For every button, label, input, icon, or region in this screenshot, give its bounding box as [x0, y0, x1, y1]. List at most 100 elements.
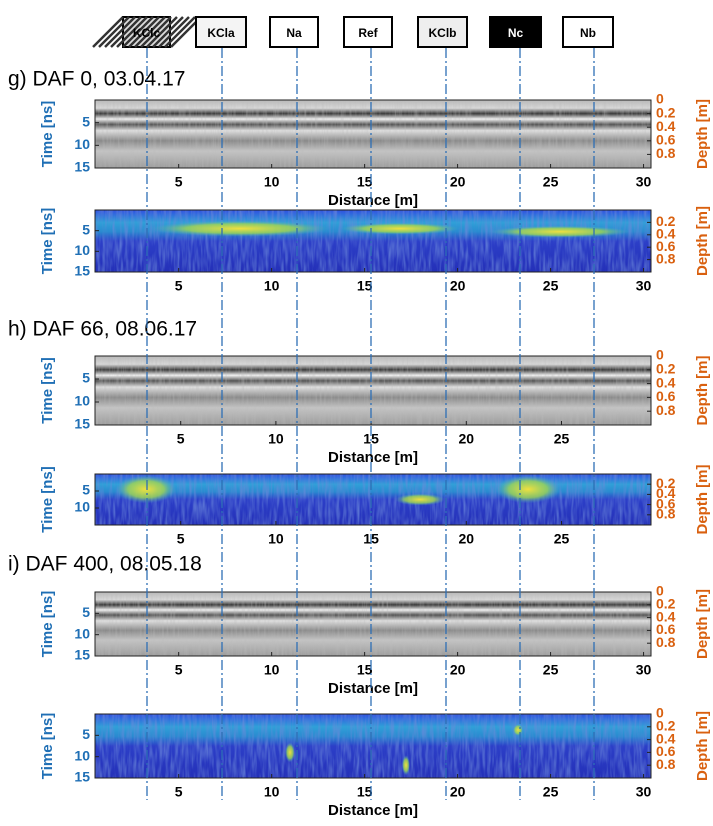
y-axis-label: Time [ns] [39, 591, 56, 657]
x-tick-label: 20 [450, 174, 466, 190]
y2-tick-label: 0 [656, 91, 664, 107]
hatch [93, 17, 123, 47]
intensity [150, 220, 330, 237]
x-tick-label: 30 [636, 278, 652, 294]
plot-frame [94, 473, 652, 526]
legend-label: Na [286, 26, 302, 40]
x-tick-label: 5 [175, 278, 183, 294]
y-tick-label: 15 [74, 769, 90, 785]
x-tick-label: 30 [636, 174, 652, 190]
y2-tick-label: 0.6 [656, 621, 676, 637]
x-tick-label: 20 [459, 531, 475, 547]
legend-box [343, 16, 393, 48]
x-tick-label: 5 [175, 662, 183, 678]
y2-axis-label: Depth [m] [694, 99, 711, 169]
intensity [496, 475, 560, 504]
y2-axis-label: Depth [m] [694, 465, 711, 535]
y2-tick-label: 0.8 [656, 634, 676, 650]
hatch [105, 17, 135, 47]
x-tick-label: 25 [554, 531, 570, 547]
x-tick-label: 10 [264, 278, 280, 294]
x-tick-label: 20 [450, 662, 466, 678]
y2-tick-label: 0.8 [656, 506, 676, 522]
y-tick-label: 5 [82, 221, 90, 237]
x-tick-label: 5 [177, 431, 185, 447]
hatch [129, 17, 159, 47]
legend-label: Nb [580, 26, 596, 40]
x-tick-label: 25 [543, 784, 559, 800]
y2-tick-label: 0.4 [656, 118, 676, 134]
legend-label: KCla [207, 26, 235, 40]
y-axis-label: Time [ns] [39, 101, 56, 167]
y-tick-label: 10 [74, 499, 90, 515]
panel-label: h) DAF 66, 08.06.17 [8, 318, 197, 341]
legend: KClc KCla Na Ref KClb Nc Nb [93, 16, 614, 48]
x-tick-label: 20 [459, 431, 475, 447]
hatch [159, 17, 189, 47]
y2-tick-label: 0 [656, 583, 664, 599]
radargram-noise [95, 474, 651, 525]
plot-frame [94, 209, 652, 273]
radargram: 5 10 15 20 25 30 5 10 15 00.20.40.60.8 Time [ns] De… [39, 583, 711, 697]
radargram: 5 10 15 20 25 5 10 15 00.20.40.60.8 Time [ns] Dept… [39, 347, 711, 466]
hatch [111, 17, 141, 47]
y2-tick-label: 0.6 [656, 743, 676, 759]
x-tick-label: 25 [543, 174, 559, 190]
hatch [141, 17, 171, 47]
y-tick-label: 15 [74, 263, 90, 279]
x-tick-label: 10 [268, 431, 284, 447]
x-tick-label: 10 [264, 174, 280, 190]
legend-box [562, 16, 614, 48]
legend-box [269, 16, 319, 48]
y2-tick-label: 0.2 [656, 596, 676, 612]
plot-frame [94, 713, 652, 779]
y2-tick-label: 0.2 [656, 718, 676, 734]
y-tick-label: 5 [82, 604, 90, 620]
radargram-noise [95, 356, 651, 425]
plots: g) DAF 0, 03.04.175 10 15 20 25 305101500.20.… [8, 68, 711, 819]
x-tick-label: 10 [264, 784, 280, 800]
x-axis-label: Distance [m] [328, 449, 418, 466]
intensity [490, 225, 630, 238]
y-tick-label: 5 [82, 113, 90, 129]
legend-label: KClb [429, 26, 457, 40]
hatch [123, 17, 153, 47]
legend-box [195, 16, 247, 48]
intensity [402, 755, 410, 776]
x-tick-label: 20 [450, 784, 466, 800]
y-axis-label: Time [ns] [39, 713, 56, 779]
y2-axis-label: Depth [m] [694, 356, 711, 426]
radargram-noise [95, 100, 651, 168]
y-tick-label: 10 [74, 136, 90, 152]
legend-label: Ref [358, 26, 378, 40]
x-tick-label: 10 [264, 662, 280, 678]
x-axis-label: Distance [m] [328, 680, 418, 697]
x-tick-label: 30 [636, 662, 652, 678]
x-tick-label: 15 [357, 174, 373, 190]
x-axis-label: Distance [m] [328, 192, 418, 209]
y2-tick-label: 0.4 [656, 608, 676, 624]
hatch [99, 17, 129, 47]
y-axis-label: Time [ns] [39, 357, 56, 423]
hatch [117, 17, 147, 47]
y2-tick-label: 0 [656, 347, 664, 363]
plot-frame [94, 591, 652, 657]
y2-tick-label: 0.4 [656, 485, 676, 501]
x-tick-label: 25 [554, 431, 570, 447]
plot-frame [94, 99, 652, 169]
x-tick-label: 15 [363, 431, 379, 447]
y-axis-label: Time [ns] [39, 208, 56, 274]
y-tick-label: 15 [74, 647, 90, 663]
x-tick-label: 10 [268, 531, 284, 547]
y2-tick-label: 0.2 [656, 104, 676, 120]
y2-tick-label: 0.6 [656, 238, 676, 254]
panel-label: g) DAF 0, 03.04.17 [8, 68, 185, 91]
radargram: 5 10 15 20 25 30 5 10 15 00.20.40.60.8 Time [ns] De… [39, 705, 711, 819]
x-tick-label: 20 [450, 278, 466, 294]
hatch [165, 17, 195, 47]
x-tick-label: 25 [543, 662, 559, 678]
y2-axis-label: Depth [m] [694, 206, 711, 276]
x-tick-label: 15 [357, 278, 373, 294]
